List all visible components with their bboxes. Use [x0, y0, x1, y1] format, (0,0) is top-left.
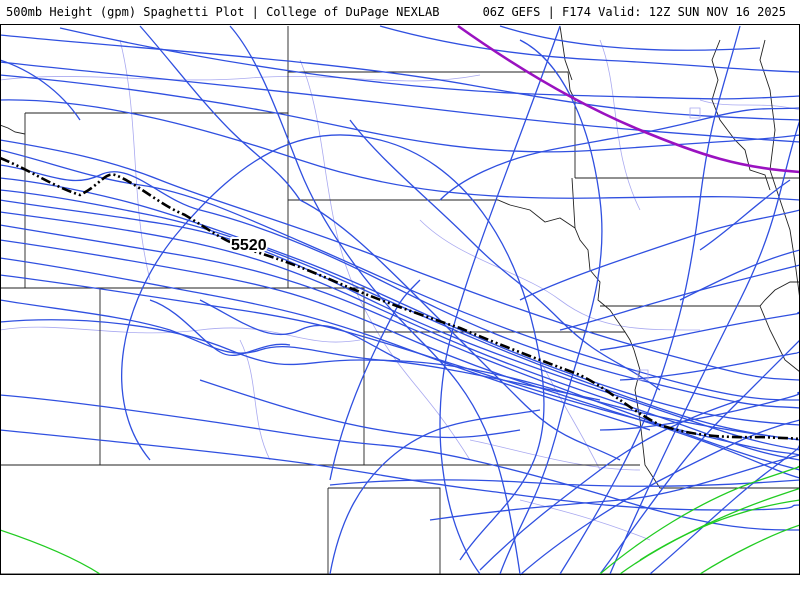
contour-label: 5520: [231, 237, 267, 254]
member-contour: [0, 299, 601, 401]
loop-contour: [499, 39, 603, 575]
loop-contour: [139, 25, 301, 201]
member-contour: [499, 25, 761, 51]
member-contour: [0, 164, 800, 409]
road-line: [539, 359, 601, 471]
road-line: [0, 74, 481, 82]
member-contour: [0, 257, 651, 431]
member-contour: [439, 107, 800, 201]
title-bar: 500mb Height (gpm) Spaghetti Plot | Coll…: [0, 0, 800, 24]
loop-contour: [0, 59, 81, 121]
member-contour: [699, 179, 791, 251]
loop-contour: [199, 379, 521, 439]
road-line: [419, 219, 701, 331]
member-contour: [0, 189, 800, 441]
city-markers: [637, 107, 701, 381]
loop-contour: [609, 119, 800, 575]
border-line: [288, 177, 576, 229]
loop-contour: [649, 444, 800, 575]
border-line: [574, 227, 626, 333]
member-contour: [149, 299, 291, 357]
member-contour: [619, 351, 800, 381]
member-contour: [299, 199, 621, 461]
member-contour: [559, 264, 800, 331]
member-contour: [519, 209, 800, 301]
member-contour: [519, 419, 800, 576]
member-contour: [0, 239, 800, 479]
border-line: [600, 281, 800, 307]
member-contour: [0, 177, 800, 426]
border-line: [711, 39, 771, 191]
contour-label-halo: 5520: [231, 237, 267, 254]
member-contour: [0, 74, 800, 153]
green-contour: [699, 524, 800, 575]
member-contour: [0, 34, 800, 121]
road-line: [469, 439, 641, 471]
city-marker: [637, 369, 649, 381]
member-contour: [0, 429, 800, 511]
loop-contour: [599, 339, 800, 575]
member-contour: [0, 211, 800, 461]
valid-time: 06Z GEFS | F174 Valid: 12Z SUN NOV 16 20…: [482, 5, 786, 19]
member-contour: [199, 299, 401, 361]
green-height-contours: [0, 465, 800, 575]
member-contour: [599, 391, 800, 431]
loop-contour: [121, 134, 545, 561]
green-contour: [639, 499, 800, 561]
purple-height-contour: [457, 24, 800, 174]
member-contour: [429, 454, 800, 521]
border-line: [24, 113, 289, 289]
border-line: [288, 71, 576, 178]
green-contour: [599, 465, 800, 575]
member-contour: [0, 319, 800, 441]
green-contour: [0, 529, 101, 575]
member-contour: [0, 61, 800, 143]
city-marker: [689, 107, 701, 119]
member-contour: [599, 311, 800, 351]
loop-contour: [439, 25, 561, 575]
member-contour: [0, 224, 800, 471]
member-contour: [349, 119, 661, 391]
member-contour: [379, 25, 800, 73]
member-contour: [0, 394, 800, 531]
road-line: [119, 39, 151, 281]
loop-contour: [559, 25, 741, 575]
ensemble-mean-contour: [0, 156, 800, 441]
road-line: [519, 499, 651, 541]
member-contour: [59, 27, 800, 100]
plot-title: 500mb Height (gpm) Spaghetti Plot | Coll…: [6, 5, 440, 19]
spaghetti-map: 5520 5520: [0, 24, 800, 576]
border-line: [759, 305, 800, 373]
road-line: [699, 99, 800, 111]
road-line: [0, 326, 361, 343]
loop-contour: [329, 409, 541, 575]
member-loop-contours: [0, 25, 800, 575]
border-line: [328, 487, 441, 574]
loop-contour: [229, 25, 521, 575]
border-line: [0, 124, 26, 135]
member-contour: [329, 279, 421, 481]
ensemble-member-contours: [0, 25, 800, 576]
border-line: [559, 25, 573, 81]
member-contour: [679, 249, 800, 301]
road-line: [599, 39, 641, 211]
member-contour: [0, 149, 800, 401]
